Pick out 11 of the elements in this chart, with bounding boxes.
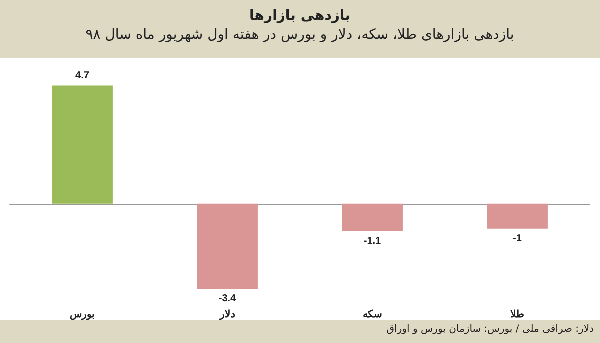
x-tick-label: سکه	[363, 310, 382, 320]
data-label: -1.1	[364, 236, 382, 247]
data-label: -3.4	[218, 294, 237, 305]
x-tick-label: بورس	[70, 310, 95, 320]
data-label: 4.7	[76, 70, 90, 82]
x-tick-label: طلا	[510, 310, 524, 320]
text: دلار: صرافی ملی / بورس: سازمان بورس و اوراق	[0, 320, 600, 343]
data-label: -1	[513, 233, 522, 244]
x-tick-label: دلار	[219, 310, 236, 320]
chart-title: بازدهی بازارها	[248, 8, 352, 24]
chart-subtitle: بازدهی بازارهای طلا، سکه، دلار و بورس در هفته اول شهریور ماه سال ۹۸	[84, 27, 516, 43]
